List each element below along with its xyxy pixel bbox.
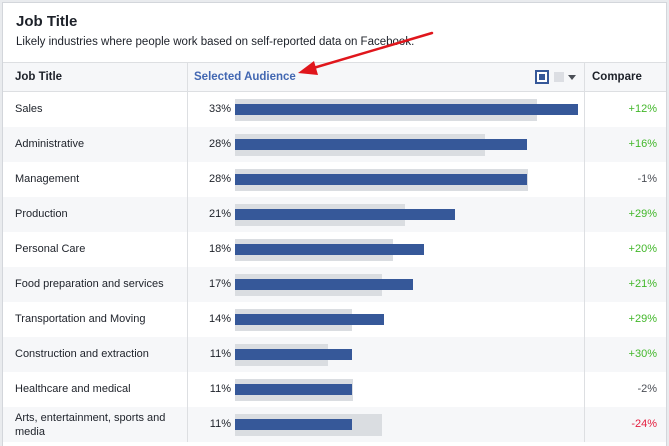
selected-audience-bar — [235, 104, 578, 115]
bar-track — [235, 127, 578, 162]
job-title-label: Construction and extraction — [15, 348, 149, 360]
job-title-label: Food preparation and services — [15, 278, 164, 290]
bar-track — [235, 92, 578, 127]
panel-title: Job Title — [16, 13, 78, 30]
table-row: Personal Care 18% +20% — [3, 232, 666, 267]
job-title-table-body: Sales 33% +12% Administrative 28% +16% Managem… — [3, 92, 666, 442]
table-row: Arts, entertainment, sports and media 11%… — [3, 407, 666, 442]
column-divider — [584, 407, 585, 442]
selected-audience-bar — [235, 174, 527, 185]
selected-audience-percent: 21% — [208, 208, 231, 220]
column-divider — [187, 337, 188, 372]
table-row: Food preparation and services 17% +21% — [3, 267, 666, 302]
compare-value: +12% — [628, 103, 657, 115]
panel-subtitle: Likely industries where people work base… — [16, 36, 415, 48]
job-title-label: Management — [15, 173, 80, 185]
selected-audience-percent: 11% — [209, 348, 231, 360]
table-row: Production 21% +29% — [3, 197, 666, 232]
job-title-label: Transportation and Moving — [15, 313, 146, 325]
table-row: Healthcare and medical 11% -2% — [3, 372, 666, 407]
selected-audience-percent: 18% — [208, 243, 231, 255]
column-divider — [187, 372, 188, 407]
selected-audience-percent: 28% — [208, 138, 231, 150]
bar-track — [235, 407, 578, 442]
compare-value: -1% — [637, 173, 657, 185]
bar-track — [235, 267, 578, 302]
selected-audience-bar — [235, 244, 424, 255]
selected-audience-percent: 17% — [208, 278, 231, 290]
facebook-audience-toggle-icon[interactable] — [554, 72, 564, 82]
selected-audience-bar — [235, 349, 352, 360]
table-header: Job Title Selected Audience Compare — [3, 62, 666, 92]
table-row: Construction and extraction 11% +30% — [3, 337, 666, 372]
column-divider — [584, 267, 585, 302]
compare-value: -24% — [631, 418, 657, 430]
table-row: Sales 33% +12% — [3, 92, 666, 127]
column-divider — [584, 197, 585, 232]
job-title-label: Healthcare and medical — [15, 383, 131, 395]
bar-track — [235, 337, 578, 372]
table-row: Administrative 28% +16% — [3, 127, 666, 162]
selected-audience-percent: 11% — [209, 418, 231, 430]
column-divider — [584, 127, 585, 162]
selected-audience-toggle-icon[interactable] — [535, 70, 549, 84]
column-divider — [187, 407, 188, 442]
column-divider — [187, 127, 188, 162]
column-divider — [187, 232, 188, 267]
selected-audience-bar — [235, 139, 527, 150]
selected-audience-percent: 33% — [208, 103, 231, 115]
compare-value: +20% — [628, 243, 657, 255]
column-divider — [584, 63, 585, 91]
selected-audience-bar — [235, 419, 352, 430]
job-title-label: Personal Care — [15, 243, 86, 255]
table-row: Transportation and Moving 14% +29% — [3, 302, 666, 337]
job-title-label: Production — [15, 208, 68, 220]
bar-track — [235, 372, 578, 407]
column-divider — [584, 232, 585, 267]
selected-audience-percent: 11% — [209, 383, 231, 395]
column-divider — [187, 92, 188, 127]
compare-value: +29% — [628, 313, 657, 325]
job-title-label: Sales — [15, 103, 43, 115]
bar-track — [235, 197, 578, 232]
bar-track — [235, 302, 578, 337]
compare-value: +21% — [628, 278, 657, 290]
column-divider — [584, 372, 585, 407]
column-divider — [187, 197, 188, 232]
column-divider — [584, 302, 585, 337]
bar-track — [235, 232, 578, 267]
compare-value: +30% — [628, 348, 657, 360]
column-divider — [187, 302, 188, 337]
column-divider — [187, 162, 188, 197]
column-divider — [584, 337, 585, 372]
selected-audience-bar — [235, 384, 352, 395]
column-divider — [187, 63, 188, 91]
chevron-down-icon[interactable] — [568, 75, 576, 80]
job-title-label: Administrative — [15, 138, 85, 150]
compare-value: +29% — [628, 208, 657, 220]
selected-audience-bar — [235, 209, 455, 220]
column-header-compare: Compare — [592, 71, 642, 83]
selected-audience-percent: 28% — [208, 173, 231, 185]
compare-value: +16% — [628, 138, 657, 150]
column-divider — [584, 92, 585, 127]
selected-audience-bar — [235, 279, 414, 290]
job-title-label: Arts, entertainment, sports and media — [15, 412, 166, 438]
column-divider — [187, 267, 188, 302]
selected-audience-percent: 14% — [208, 313, 231, 325]
bar-track — [235, 162, 578, 197]
table-row: Management 28% -1% — [3, 162, 666, 197]
column-header-job-title: Job Title — [15, 71, 63, 83]
column-header-selected-audience[interactable]: Selected Audience — [194, 71, 296, 83]
column-divider — [584, 162, 585, 197]
compare-value: -2% — [637, 383, 657, 395]
selected-audience-bar — [235, 314, 385, 325]
